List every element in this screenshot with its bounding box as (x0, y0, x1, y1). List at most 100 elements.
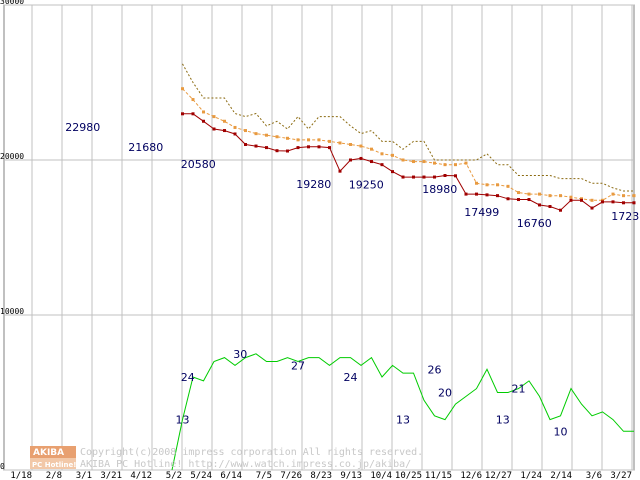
min-price-marker (454, 174, 457, 178)
average-price-marker (580, 197, 583, 201)
y-tick-label: 0 (0, 462, 5, 471)
logo-bottom-text: PC Hotline! (32, 461, 76, 469)
average-price-marker (464, 161, 468, 165)
min-price-line (182, 113, 634, 211)
price-label: 19250 (349, 179, 384, 192)
average-price-marker (338, 141, 342, 145)
average-price-marker (454, 163, 457, 167)
min-price-marker (181, 112, 184, 116)
min-price-marker (380, 163, 384, 167)
average-price-marker (212, 115, 216, 119)
price-label: 22980 (65, 121, 100, 134)
x-tick-label: 2/8 (46, 471, 62, 480)
shop-count-label: 20 (438, 387, 452, 400)
x-tick-label: 12/6 (460, 471, 482, 480)
average-price-marker (601, 198, 604, 202)
min-price-marker (580, 198, 583, 202)
average-price-marker (359, 144, 363, 148)
min-price-marker (275, 149, 279, 153)
price-label: 18980 (422, 183, 457, 196)
price-label: 20580 (181, 158, 216, 171)
min-price-marker (359, 156, 363, 160)
x-tick-label: 2/14 (550, 471, 572, 480)
x-axis-ticks: 1/18 2/8 3/1 3/21 4/12 5/2 5/24 6/14 7/5 7/26 8/23… (10, 471, 632, 480)
average-price-marker (233, 125, 237, 129)
shop-count-label: 13 (496, 414, 510, 427)
x-tick-label: 8/23 (310, 471, 332, 480)
shop-count-label: 26 (428, 363, 442, 376)
x-tick-label: 5/2 (166, 471, 182, 480)
min-price-marker (307, 145, 310, 149)
average-price-marker (370, 147, 373, 151)
x-tick-label: 3/21 (100, 471, 122, 480)
average-price-marker (265, 133, 268, 137)
series-lines (171, 63, 636, 471)
plot-frame (3, 4, 635, 471)
copyright-text: Copyright(c)2008 impress corporation All… (80, 447, 423, 458)
x-tick-label: 11/15 (425, 471, 452, 480)
average-price-marker (307, 138, 310, 142)
average-price-marker (475, 181, 478, 185)
average-price-marker (538, 192, 541, 196)
shop-count-line (171, 353, 634, 471)
average-price-marker (223, 119, 226, 123)
average-price-marker (548, 194, 552, 198)
x-tick-label: 7/5 (256, 471, 272, 480)
logo-box-bottom (30, 458, 76, 469)
min-price-marker (548, 205, 552, 208)
average-price-marker (412, 160, 415, 164)
min-price-marker (412, 175, 415, 179)
min-price-marker (244, 143, 247, 146)
logo-box-top (30, 446, 76, 458)
min-price-marker (391, 170, 394, 174)
x-tick-label: 5/24 (190, 471, 212, 480)
average-price-marker (296, 138, 300, 142)
price-label: 17239 (611, 210, 640, 223)
min-price-marker (601, 200, 604, 204)
price-label: 16760 (517, 217, 552, 230)
min-price-marker (296, 146, 300, 150)
min-price-marker (622, 201, 625, 205)
min-price-marker (590, 206, 594, 210)
price-label: 17499 (464, 206, 499, 219)
x-tick-label: 9/13 (340, 471, 362, 480)
min-price-marker (611, 200, 615, 204)
average-price-marker (433, 161, 436, 165)
y-tick-label: 10000 (0, 307, 24, 316)
price-label: 21680 (128, 141, 163, 154)
min-price-marker (286, 149, 289, 153)
min-price-marker (202, 119, 205, 123)
site-url-text: AKIBA PC Hotline! http://www.watch.impre… (80, 459, 411, 470)
min-price-marker (191, 112, 195, 116)
x-tick-label: 6/14 (220, 471, 242, 480)
average-price-marker (401, 158, 405, 162)
average-price-marker (275, 135, 279, 139)
average-price-marker (254, 132, 258, 136)
average-price-marker (422, 160, 426, 164)
x-tick-label: 1/24 (520, 471, 542, 480)
average-price-marker (443, 163, 447, 167)
average-price-marker (181, 87, 184, 91)
shop-count-label: 13 (176, 414, 190, 427)
average-price-marker (517, 191, 520, 195)
average-price-marker (559, 194, 562, 198)
min-price-marker (223, 129, 226, 133)
shop-count-label: 10 (554, 425, 568, 438)
average-price-marker (485, 183, 489, 187)
min-price-marker (338, 169, 342, 173)
min-price-marker (527, 198, 531, 202)
price-label: 19280 (296, 178, 331, 191)
shop-count-label: 21 (512, 383, 526, 396)
average-price-marker (286, 136, 289, 140)
average-price-marker (391, 153, 394, 157)
min-price-marker (265, 146, 268, 150)
average-price-marker (191, 98, 195, 102)
average-price-marker (328, 139, 331, 143)
min-price-marker (433, 175, 436, 179)
min-price-marker (254, 144, 258, 148)
max-price-line (182, 63, 634, 192)
min-price-marker (349, 158, 352, 162)
min-price-marker (422, 175, 426, 179)
min-price-marker (328, 146, 331, 150)
